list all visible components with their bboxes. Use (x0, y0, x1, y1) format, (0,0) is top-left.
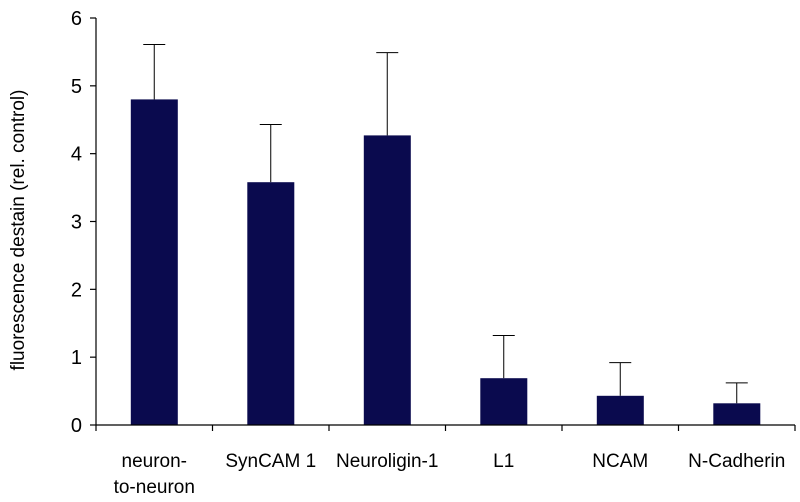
y-tick-label-1: 1 (71, 347, 82, 369)
bar-3 (480, 378, 528, 425)
bars (130, 99, 761, 426)
y-tick-label-2: 2 (71, 279, 82, 301)
x-tick-label-0-line-1: to-neuron (114, 477, 195, 498)
y-tick-label-6: 6 (71, 8, 82, 30)
y-tick-label-4: 4 (71, 144, 82, 166)
labels: 0 1 2 3 4 5 6 neuron-to-neuron SynCAM 1 Neuroligi… (71, 8, 785, 498)
y-tick-label-5: 5 (71, 76, 82, 98)
y-axis-title: fluorescence destain (rel. control) (8, 90, 29, 371)
error-bars (143, 44, 748, 404)
x-tick-label-3: L1 (493, 451, 514, 472)
axes (90, 17, 796, 431)
y-tick-label-3: 3 (71, 212, 82, 234)
x-tick-label-4: NCAM (592, 451, 648, 472)
x-tick-label-5: N-Cadherin (688, 451, 785, 472)
x-tick-label-1: SynCAM 1 (225, 451, 316, 472)
y-tick-label-0: 0 (71, 415, 82, 437)
x-tick-label-0-line-0: neuron- (122, 451, 188, 472)
bar-5 (713, 403, 761, 425)
bar-4 (596, 395, 644, 425)
bar-1 (247, 182, 295, 425)
bar-0 (130, 99, 178, 426)
bar-2 (363, 135, 411, 425)
x-tick-label-2: Neuroligin-1 (336, 451, 438, 472)
